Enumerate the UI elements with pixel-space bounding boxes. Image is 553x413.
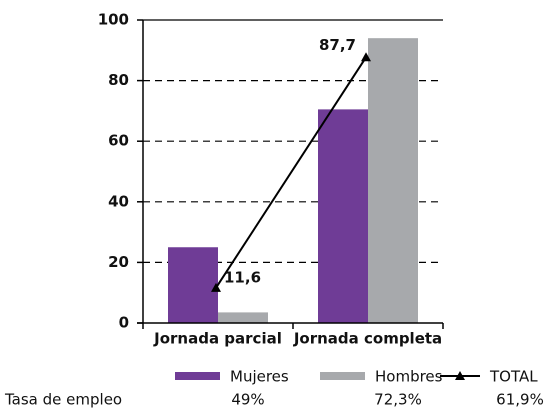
rate-label: 72,3% (374, 391, 422, 409)
x-tick-label: Jornada completa (293, 330, 442, 348)
data-label: 87,7 (319, 36, 356, 54)
y-tick-label: 0 (119, 314, 129, 332)
bar (368, 38, 418, 324)
rate-label: 61,9% (496, 391, 544, 409)
data-label: 11,6 (224, 268, 261, 286)
rate-label: 49% (231, 391, 264, 409)
bar (218, 312, 268, 323)
legend-label: Hombres (375, 368, 443, 386)
bar (318, 109, 368, 323)
y-tick-label: 20 (108, 253, 129, 271)
y-tick-label: 80 (108, 71, 129, 89)
legend-swatch (320, 372, 365, 380)
legend-label: TOTAL (489, 368, 538, 386)
x-tick-label: Jornada parcial (153, 330, 282, 348)
y-tick-label: 60 (108, 132, 129, 150)
marker (361, 52, 371, 62)
legend-marker (455, 371, 465, 380)
y-tick-label: 40 (108, 192, 129, 210)
marker (211, 282, 221, 292)
rate-title: Tasa de empleo (4, 391, 122, 409)
line (215, 56, 367, 289)
y-tick-label: 100 (98, 11, 129, 29)
legend-swatch (175, 372, 220, 380)
bar (168, 247, 218, 323)
legend-label: Mujeres (230, 368, 289, 386)
